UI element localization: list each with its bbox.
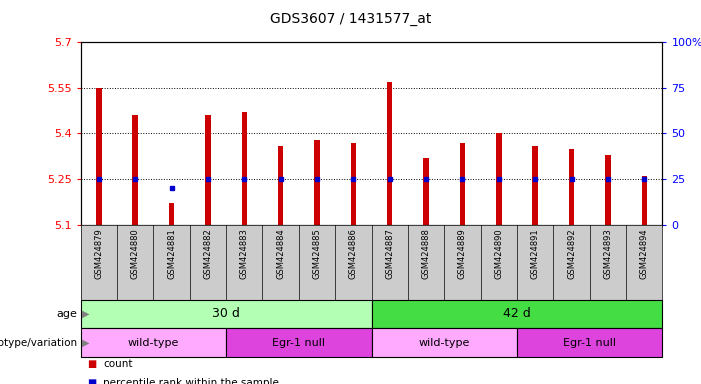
Text: GSM424885: GSM424885	[313, 228, 322, 279]
Text: GSM424883: GSM424883	[240, 228, 249, 279]
Text: GSM424880: GSM424880	[130, 228, 139, 279]
Text: Egr-1 null: Egr-1 null	[272, 338, 325, 348]
Text: ▶: ▶	[82, 338, 90, 348]
Text: count: count	[103, 359, 132, 369]
Text: GSM424890: GSM424890	[494, 228, 503, 279]
Text: GSM424879: GSM424879	[95, 228, 103, 279]
Text: genotype/variation: genotype/variation	[0, 338, 77, 348]
Bar	[96, 88, 102, 225]
Bar	[423, 158, 429, 225]
Text: Egr-1 null: Egr-1 null	[563, 338, 616, 348]
Text: age: age	[56, 309, 77, 319]
Bar	[605, 155, 611, 225]
Bar	[81, 300, 372, 328]
Text: GSM424891: GSM424891	[531, 228, 540, 279]
Text: wild-type: wild-type	[128, 338, 179, 348]
Text: GSM424887: GSM424887	[386, 228, 394, 279]
Text: GSM424894: GSM424894	[640, 228, 648, 279]
Bar	[569, 149, 574, 225]
Text: GSM424888: GSM424888	[421, 228, 430, 279]
Bar	[81, 328, 226, 357]
Text: ■: ■	[88, 359, 97, 369]
Text: percentile rank within the sample: percentile rank within the sample	[103, 378, 279, 384]
Bar	[387, 82, 393, 225]
Bar	[372, 300, 662, 328]
Bar	[205, 115, 210, 225]
Bar	[517, 328, 662, 357]
Bar	[314, 139, 320, 225]
Bar	[132, 115, 138, 225]
Text: GSM424881: GSM424881	[167, 228, 176, 279]
Text: GSM424884: GSM424884	[276, 228, 285, 279]
Text: GSM424892: GSM424892	[567, 228, 576, 279]
Bar	[460, 142, 465, 225]
Text: 30 d: 30 d	[212, 308, 240, 320]
Bar	[278, 146, 283, 225]
Text: GSM424889: GSM424889	[458, 228, 467, 279]
Bar	[350, 142, 356, 225]
Text: GSM424882: GSM424882	[203, 228, 212, 279]
Text: 42 d: 42 d	[503, 308, 531, 320]
Text: wild-type: wild-type	[418, 338, 470, 348]
Text: ■: ■	[88, 378, 97, 384]
Text: GSM424886: GSM424886	[349, 228, 358, 279]
Bar	[242, 112, 247, 225]
Text: GSM424893: GSM424893	[604, 228, 613, 279]
Bar	[169, 204, 175, 225]
Bar	[496, 133, 501, 225]
Text: GDS3607 / 1431577_at: GDS3607 / 1431577_at	[270, 12, 431, 25]
Text: ▶: ▶	[82, 309, 90, 319]
Bar	[372, 328, 517, 357]
Bar	[226, 328, 372, 357]
Bar	[641, 176, 647, 225]
Bar	[533, 146, 538, 225]
